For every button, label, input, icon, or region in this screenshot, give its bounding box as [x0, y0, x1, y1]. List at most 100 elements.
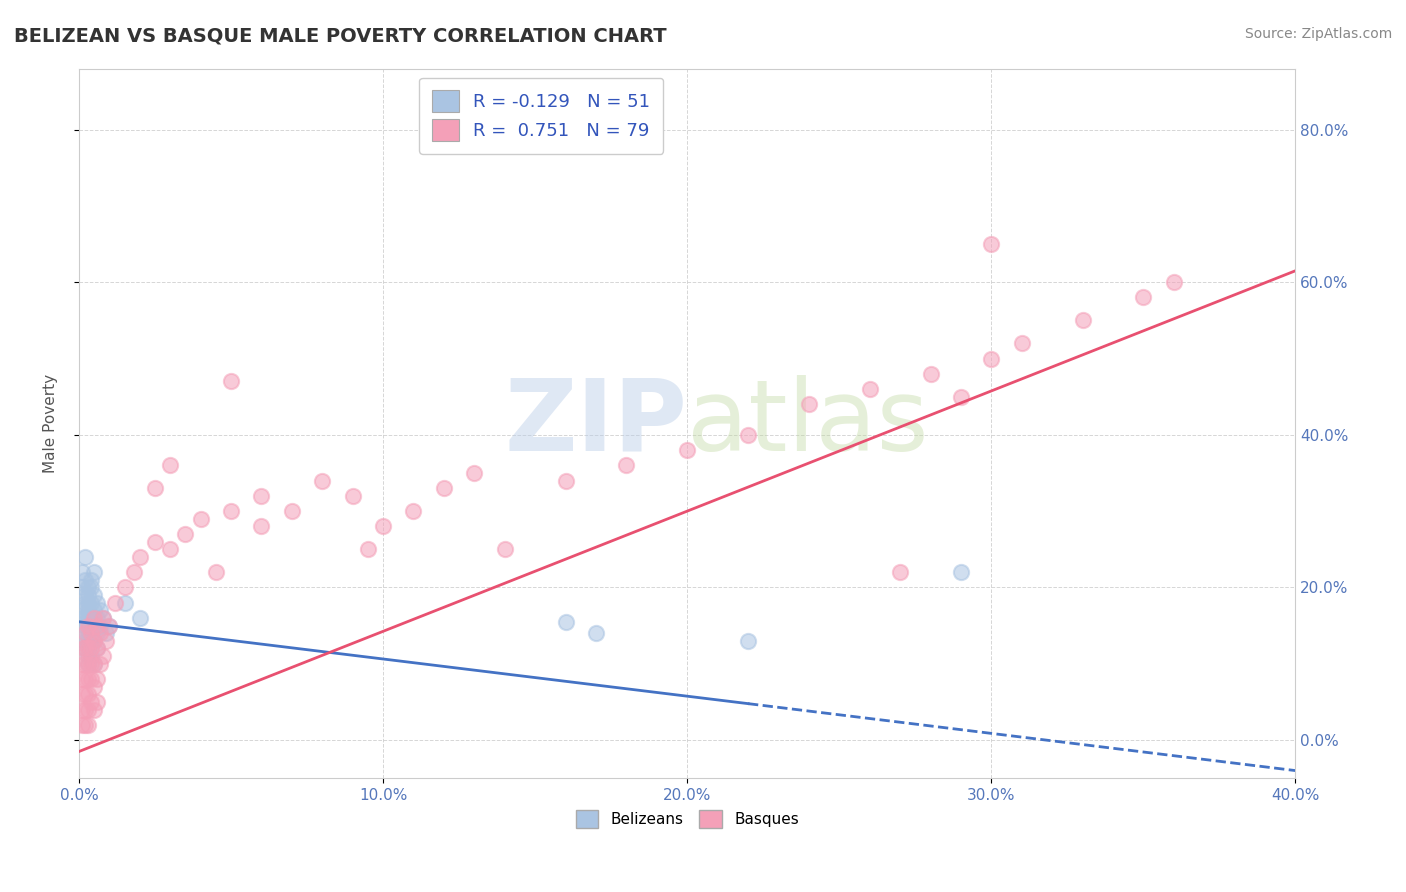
Point — [143, 534, 166, 549]
Point — [86, 611, 108, 625]
Point — [219, 375, 242, 389]
Point — [80, 657, 103, 671]
Point — [86, 626, 108, 640]
Point — [77, 649, 100, 664]
Point — [77, 657, 100, 671]
Point — [86, 596, 108, 610]
Point — [73, 588, 96, 602]
Point — [920, 367, 942, 381]
Point — [73, 573, 96, 587]
Point — [73, 672, 96, 686]
Point — [91, 611, 114, 625]
Point — [77, 657, 100, 671]
Point — [80, 695, 103, 709]
Point — [70, 641, 93, 656]
Point — [311, 474, 333, 488]
Point — [83, 657, 105, 671]
Point — [554, 474, 576, 488]
Point — [91, 649, 114, 664]
Point — [73, 641, 96, 656]
Point — [980, 237, 1002, 252]
Point — [80, 596, 103, 610]
Point — [77, 588, 100, 602]
Point — [737, 427, 759, 442]
Text: BELIZEAN VS BASQUE MALE POVERTY CORRELATION CHART: BELIZEAN VS BASQUE MALE POVERTY CORRELAT… — [14, 27, 666, 45]
Point — [1071, 313, 1094, 327]
Text: ZIP: ZIP — [505, 375, 688, 472]
Point — [1011, 336, 1033, 351]
Point — [86, 641, 108, 656]
Point — [89, 603, 111, 617]
Point — [80, 611, 103, 625]
Point — [797, 397, 820, 411]
Point — [190, 512, 212, 526]
Point — [83, 633, 105, 648]
Point — [70, 611, 93, 625]
Point — [77, 702, 100, 716]
Point — [122, 565, 145, 579]
Point — [73, 626, 96, 640]
Point — [77, 596, 100, 610]
Point — [91, 611, 114, 625]
Point — [371, 519, 394, 533]
Point — [554, 615, 576, 629]
Point — [73, 626, 96, 640]
Point — [250, 519, 273, 533]
Point — [73, 641, 96, 656]
Point — [89, 626, 111, 640]
Point — [73, 618, 96, 632]
Point — [73, 657, 96, 671]
Point — [83, 603, 105, 617]
Point — [70, 672, 93, 686]
Point — [128, 611, 150, 625]
Point — [83, 618, 105, 632]
Point — [89, 657, 111, 671]
Point — [77, 633, 100, 648]
Point — [73, 549, 96, 564]
Point — [77, 687, 100, 701]
Point — [1132, 290, 1154, 304]
Point — [73, 687, 96, 701]
Point — [250, 489, 273, 503]
Point — [676, 443, 699, 458]
Point — [83, 565, 105, 579]
Point — [83, 633, 105, 648]
Point — [98, 618, 121, 632]
Point — [616, 458, 638, 473]
Point — [77, 618, 100, 632]
Point — [980, 351, 1002, 366]
Point — [77, 641, 100, 656]
Point — [80, 649, 103, 664]
Point — [73, 633, 96, 648]
Point — [70, 702, 93, 716]
Point — [737, 633, 759, 648]
Point — [281, 504, 304, 518]
Point — [86, 695, 108, 709]
Point — [402, 504, 425, 518]
Point — [494, 542, 516, 557]
Point — [73, 611, 96, 625]
Y-axis label: Male Poverty: Male Poverty — [44, 374, 58, 473]
Point — [889, 565, 911, 579]
Point — [96, 633, 118, 648]
Point — [114, 596, 136, 610]
Point — [77, 672, 100, 686]
Text: atlas: atlas — [688, 375, 929, 472]
Point — [859, 382, 882, 396]
Point — [77, 611, 100, 625]
Point — [159, 458, 181, 473]
Point — [114, 581, 136, 595]
Point — [80, 581, 103, 595]
Point — [80, 626, 103, 640]
Point — [128, 549, 150, 564]
Point — [1163, 275, 1185, 289]
Point — [96, 626, 118, 640]
Point — [70, 565, 93, 579]
Point — [83, 657, 105, 671]
Point — [70, 603, 93, 617]
Point — [174, 527, 197, 541]
Point — [80, 573, 103, 587]
Point — [204, 565, 226, 579]
Point — [70, 581, 93, 595]
Point — [77, 626, 100, 640]
